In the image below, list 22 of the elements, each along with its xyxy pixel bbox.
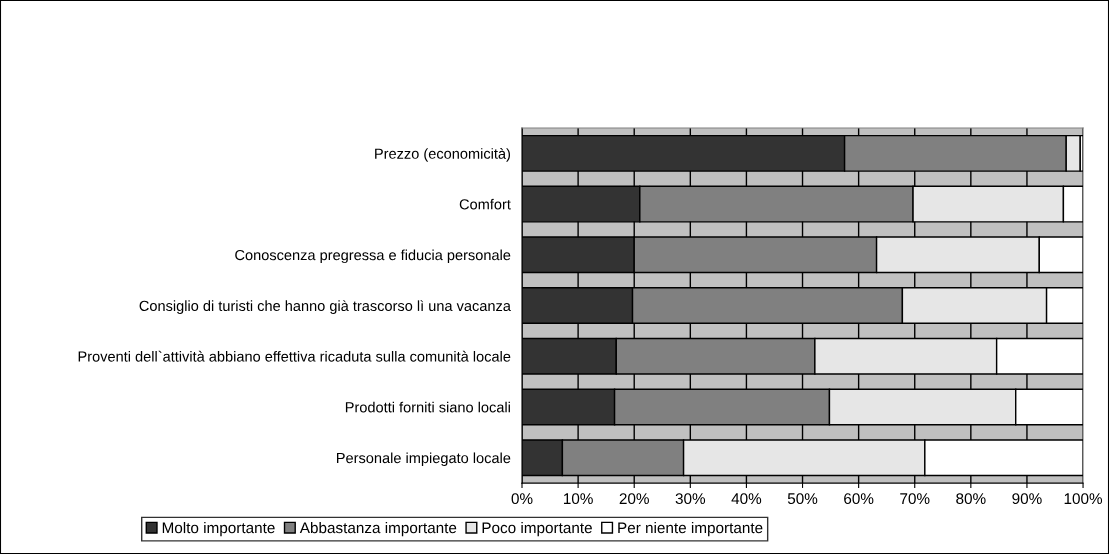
y-tick-label: Consiglio di turisti che hanno già trascorso lì una vacanza — [139, 300, 511, 314]
x-tick-label: 60% — [844, 493, 874, 505]
x-tick-label: 80% — [956, 493, 986, 505]
x-tick-label: 100% — [1064, 493, 1103, 505]
x-tick-label: 70% — [900, 493, 930, 505]
legend-label: Poco importante — [482, 522, 592, 537]
y-tick-label: Conoscenza pregressa e fiducia personale — [235, 249, 511, 264]
x-tick-label: 50% — [787, 493, 818, 505]
x-tick-label: 0% — [511, 493, 533, 505]
y-tick-label: Personale impiegato locale — [337, 452, 511, 467]
legend-label: Molto importante — [162, 522, 275, 537]
y-tick-label: Prezzo (economicità) — [375, 147, 510, 162]
y-tick-label: Proventi dell`attività abbiano effettiva ricaduta sulla comunità locale — [78, 350, 511, 362]
legend-label: Per niente importante — [618, 522, 763, 537]
x-tick-label: 90% — [1012, 493, 1042, 505]
legend-label: Abbastanza importante — [299, 522, 457, 537]
x-tick-label: 10% — [563, 493, 593, 505]
y-tick-label: Comfort — [459, 198, 511, 210]
y-tick-label: Prodotti forniti siano locali — [345, 401, 510, 413]
x-tick-label: 20% — [619, 493, 649, 505]
x-tick-label: 40% — [731, 493, 762, 505]
x-tick-label: 30% — [675, 493, 706, 505]
